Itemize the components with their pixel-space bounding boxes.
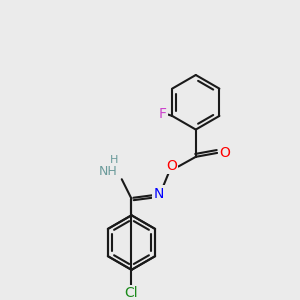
Text: H: H [110, 155, 118, 165]
Text: NH: NH [99, 165, 118, 178]
Text: O: O [220, 146, 230, 160]
Text: F: F [158, 107, 166, 121]
Text: N: N [154, 187, 164, 201]
Text: Cl: Cl [125, 286, 138, 300]
Text: O: O [166, 159, 177, 172]
